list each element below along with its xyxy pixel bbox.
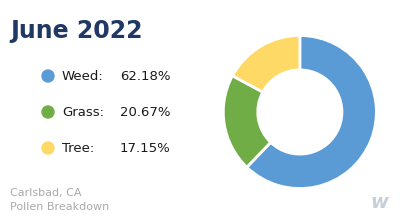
Text: Grass:: Grass: (62, 106, 104, 118)
Wedge shape (247, 35, 376, 189)
Text: 20.67%: 20.67% (120, 106, 170, 118)
Circle shape (42, 106, 54, 118)
Text: Weed:: Weed: (62, 69, 104, 82)
Text: Pollen Breakdown: Pollen Breakdown (10, 202, 109, 212)
Text: 17.15%: 17.15% (120, 142, 171, 155)
Circle shape (42, 70, 54, 82)
Circle shape (42, 142, 54, 154)
Wedge shape (232, 35, 300, 92)
Wedge shape (223, 76, 271, 167)
Text: w: w (370, 193, 388, 212)
Text: 62.18%: 62.18% (120, 69, 170, 82)
Text: Carlsbad, CA: Carlsbad, CA (10, 188, 82, 198)
Text: June 2022: June 2022 (10, 19, 142, 43)
Text: Tree:: Tree: (62, 142, 94, 155)
